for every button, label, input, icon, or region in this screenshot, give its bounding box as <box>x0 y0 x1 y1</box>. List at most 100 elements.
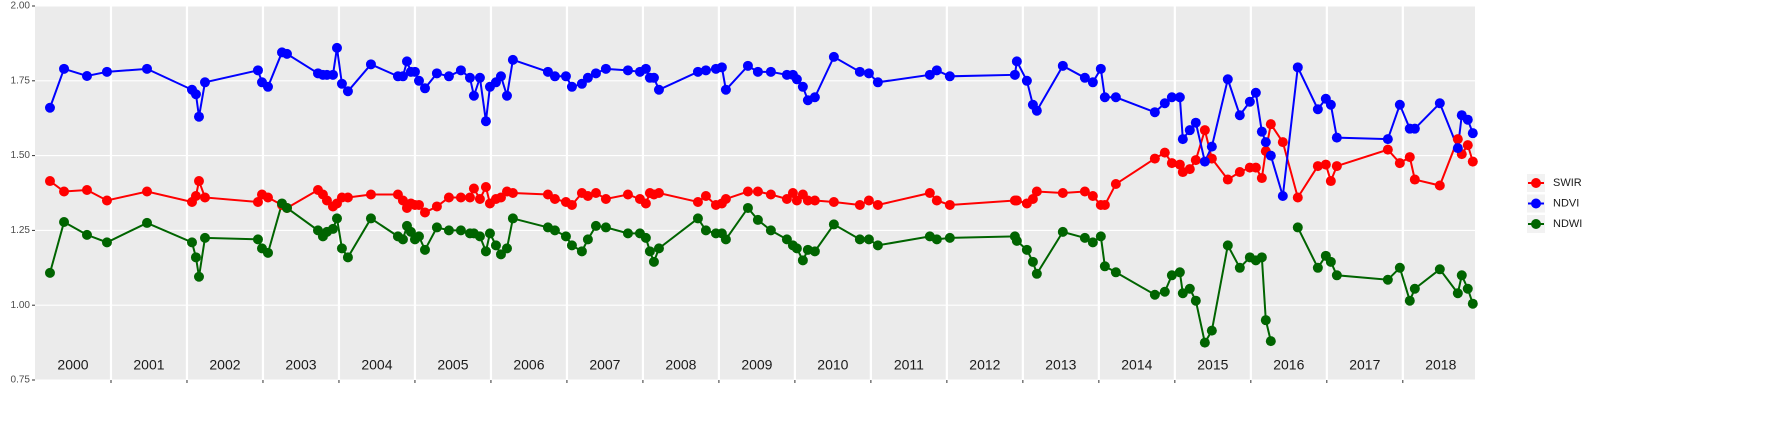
legend-marker <box>1531 198 1541 209</box>
data-point <box>1394 99 1405 110</box>
data-point <box>342 192 353 203</box>
legend-label: SWIR <box>1553 177 1582 189</box>
data-point <box>1079 232 1090 243</box>
data-point <box>1011 235 1022 246</box>
data-point <box>331 213 342 224</box>
data-point <box>1027 256 1038 267</box>
data-point <box>931 234 942 245</box>
data-point <box>397 195 408 206</box>
data-point <box>1177 134 1188 145</box>
year-label: 2014 <box>1121 357 1152 373</box>
data-point <box>765 225 776 236</box>
data-point <box>186 237 197 248</box>
data-point <box>1434 180 1445 191</box>
data-point <box>765 189 776 200</box>
data-point <box>1452 288 1463 299</box>
data-point <box>872 240 883 251</box>
data-point <box>752 66 763 77</box>
data-point <box>1404 295 1415 306</box>
data-point <box>787 188 798 198</box>
data-point <box>828 51 839 62</box>
data-point <box>1110 92 1121 103</box>
data-point <box>653 84 664 95</box>
data-point <box>405 226 416 237</box>
data-point <box>1206 141 1217 152</box>
data-point <box>455 65 466 76</box>
data-point <box>791 243 802 254</box>
data-point <box>1021 75 1032 86</box>
data-point <box>252 196 263 207</box>
data-point <box>1159 98 1170 109</box>
y-tick-label: 1.25 <box>11 225 31 236</box>
data-point <box>752 186 763 197</box>
data-point <box>1099 92 1110 103</box>
data-point <box>560 71 571 82</box>
data-point <box>1222 240 1233 251</box>
data-point <box>1434 264 1445 275</box>
data-point <box>1095 63 1106 74</box>
data-point <box>101 237 112 248</box>
data-point <box>1292 222 1303 233</box>
data-point <box>501 90 512 101</box>
data-point <box>413 231 424 242</box>
data-point <box>1250 87 1261 98</box>
data-point <box>1312 161 1323 172</box>
data-point <box>81 229 92 240</box>
data-point <box>190 89 201 100</box>
data-point <box>576 246 587 257</box>
y-tick-label: 1.75 <box>11 75 31 86</box>
data-point <box>692 66 703 77</box>
data-point <box>1331 270 1342 281</box>
data-point <box>1110 267 1121 278</box>
data-point <box>600 193 611 204</box>
data-point <box>700 190 711 201</box>
data-point <box>1404 152 1415 163</box>
data-point <box>342 252 353 263</box>
year-label: 2000 <box>57 357 88 373</box>
data-point <box>1331 161 1342 172</box>
data-point <box>648 256 659 267</box>
data-point <box>252 234 263 245</box>
data-point <box>1149 153 1160 164</box>
data-point <box>1190 117 1201 128</box>
data-point <box>560 231 571 242</box>
data-point <box>1199 125 1210 136</box>
data-point <box>1292 62 1303 73</box>
data-point <box>1462 283 1473 294</box>
data-point <box>1011 56 1022 67</box>
data-point <box>1382 144 1393 155</box>
year-label: 2006 <box>513 357 544 373</box>
data-point <box>190 190 201 201</box>
year-label: 2016 <box>1273 357 1304 373</box>
legend-label: NDVI <box>1553 197 1579 209</box>
data-point <box>566 81 577 92</box>
legend-marker <box>1531 219 1541 229</box>
year-label: 2015 <box>1197 357 1228 373</box>
data-point <box>1174 159 1185 170</box>
data-point <box>1099 199 1110 210</box>
data-point <box>1057 60 1068 71</box>
data-point <box>692 213 703 224</box>
data-point <box>1265 119 1276 130</box>
data-point <box>566 240 577 251</box>
data-point <box>44 176 55 187</box>
data-point <box>720 84 731 95</box>
data-point <box>931 195 942 206</box>
data-point <box>507 213 518 224</box>
data-point <box>1184 164 1195 175</box>
data-point <box>700 65 711 76</box>
data-point <box>1031 186 1042 197</box>
data-point <box>413 199 424 210</box>
data-point <box>1184 125 1195 136</box>
data-point <box>854 234 865 245</box>
data-point <box>1087 237 1098 248</box>
data-point <box>1467 128 1478 139</box>
year-label: 2004 <box>361 357 392 373</box>
data-point <box>1184 283 1195 294</box>
data-point <box>81 71 92 82</box>
data-point <box>590 188 601 198</box>
data-point <box>327 69 338 80</box>
data-point <box>716 62 727 73</box>
data-point <box>1057 226 1068 237</box>
data-point <box>59 217 70 228</box>
